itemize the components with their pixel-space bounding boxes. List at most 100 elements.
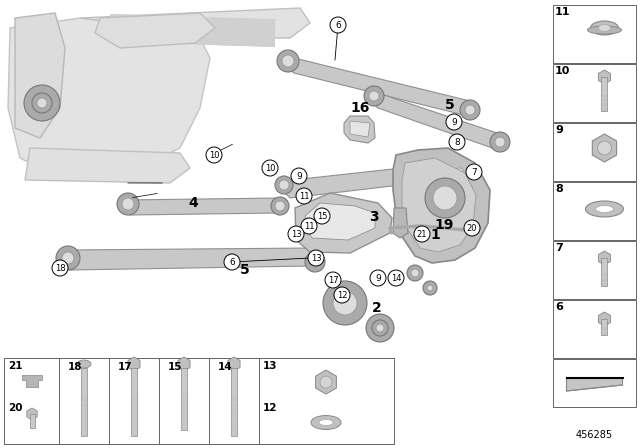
- Text: 10: 10: [265, 164, 275, 172]
- Circle shape: [364, 86, 384, 106]
- Text: 5: 5: [240, 263, 250, 277]
- FancyBboxPatch shape: [4, 358, 394, 444]
- Polygon shape: [282, 162, 463, 198]
- Circle shape: [450, 164, 468, 182]
- Ellipse shape: [598, 25, 611, 31]
- Bar: [29, 414, 35, 428]
- Text: 14: 14: [391, 273, 401, 283]
- Circle shape: [33, 94, 51, 112]
- Circle shape: [427, 285, 433, 291]
- Polygon shape: [566, 378, 623, 391]
- Text: 12: 12: [263, 403, 278, 413]
- Text: 16: 16: [350, 101, 370, 115]
- Polygon shape: [344, 116, 375, 143]
- Circle shape: [425, 178, 465, 218]
- FancyBboxPatch shape: [553, 300, 636, 358]
- Circle shape: [117, 193, 139, 215]
- FancyBboxPatch shape: [553, 123, 636, 181]
- Circle shape: [262, 160, 278, 176]
- Text: 11: 11: [299, 191, 309, 201]
- Circle shape: [376, 324, 384, 332]
- Text: 9: 9: [375, 273, 381, 283]
- Circle shape: [411, 269, 419, 277]
- Circle shape: [32, 93, 52, 113]
- Text: 13: 13: [263, 361, 278, 371]
- Circle shape: [370, 270, 386, 286]
- Circle shape: [460, 100, 480, 120]
- Circle shape: [308, 250, 324, 266]
- Ellipse shape: [588, 26, 621, 34]
- FancyBboxPatch shape: [159, 358, 209, 444]
- Text: 15: 15: [168, 362, 182, 372]
- FancyBboxPatch shape: [553, 241, 636, 299]
- Text: 12: 12: [337, 290, 348, 300]
- Text: 6: 6: [335, 21, 341, 30]
- Text: 3: 3: [369, 210, 379, 224]
- Circle shape: [224, 254, 240, 270]
- Circle shape: [62, 252, 74, 264]
- Circle shape: [275, 176, 293, 194]
- Text: 7: 7: [555, 243, 563, 253]
- Text: 10: 10: [555, 66, 570, 76]
- Circle shape: [310, 257, 320, 267]
- Circle shape: [449, 134, 465, 150]
- Circle shape: [279, 180, 289, 190]
- Text: 11: 11: [304, 221, 314, 231]
- Text: 11: 11: [555, 7, 570, 17]
- Circle shape: [122, 198, 134, 210]
- Text: 13: 13: [291, 229, 301, 238]
- Polygon shape: [22, 375, 42, 387]
- Text: 21: 21: [417, 229, 428, 238]
- Circle shape: [37, 98, 47, 108]
- Text: 5: 5: [445, 98, 455, 112]
- Circle shape: [282, 55, 294, 67]
- Text: 6: 6: [229, 258, 235, 267]
- Text: 1: 1: [430, 228, 440, 242]
- Circle shape: [372, 320, 388, 336]
- Polygon shape: [350, 121, 370, 137]
- Polygon shape: [402, 158, 476, 252]
- Text: 17: 17: [118, 362, 132, 372]
- Circle shape: [423, 281, 437, 295]
- Bar: [602, 77, 607, 111]
- Text: 13: 13: [310, 254, 321, 263]
- Circle shape: [464, 220, 480, 236]
- Circle shape: [24, 85, 60, 121]
- Text: 7: 7: [471, 168, 477, 177]
- FancyBboxPatch shape: [209, 358, 259, 444]
- Text: 10: 10: [209, 151, 220, 159]
- FancyBboxPatch shape: [59, 358, 109, 444]
- Circle shape: [206, 147, 222, 163]
- Polygon shape: [393, 208, 408, 238]
- Polygon shape: [305, 203, 375, 240]
- Circle shape: [372, 320, 388, 336]
- Polygon shape: [370, 91, 505, 150]
- Bar: [181, 368, 187, 430]
- FancyBboxPatch shape: [553, 5, 636, 63]
- Ellipse shape: [319, 419, 333, 426]
- Polygon shape: [80, 8, 310, 38]
- Circle shape: [330, 17, 346, 33]
- Circle shape: [296, 188, 312, 204]
- Circle shape: [407, 265, 423, 281]
- Circle shape: [288, 226, 304, 242]
- Circle shape: [369, 91, 379, 101]
- Circle shape: [466, 164, 482, 180]
- Circle shape: [465, 105, 475, 115]
- Text: 20: 20: [467, 224, 477, 233]
- Circle shape: [388, 270, 404, 286]
- Text: 8: 8: [454, 138, 460, 146]
- Ellipse shape: [77, 360, 91, 368]
- Polygon shape: [62, 248, 320, 270]
- Circle shape: [433, 186, 457, 210]
- Circle shape: [333, 291, 357, 315]
- Bar: [231, 368, 237, 436]
- Bar: [602, 258, 607, 286]
- FancyBboxPatch shape: [553, 64, 636, 122]
- Polygon shape: [122, 198, 285, 215]
- Text: 18: 18: [54, 263, 65, 272]
- Polygon shape: [295, 193, 392, 253]
- FancyBboxPatch shape: [259, 358, 394, 444]
- Circle shape: [446, 114, 462, 130]
- FancyBboxPatch shape: [4, 358, 59, 444]
